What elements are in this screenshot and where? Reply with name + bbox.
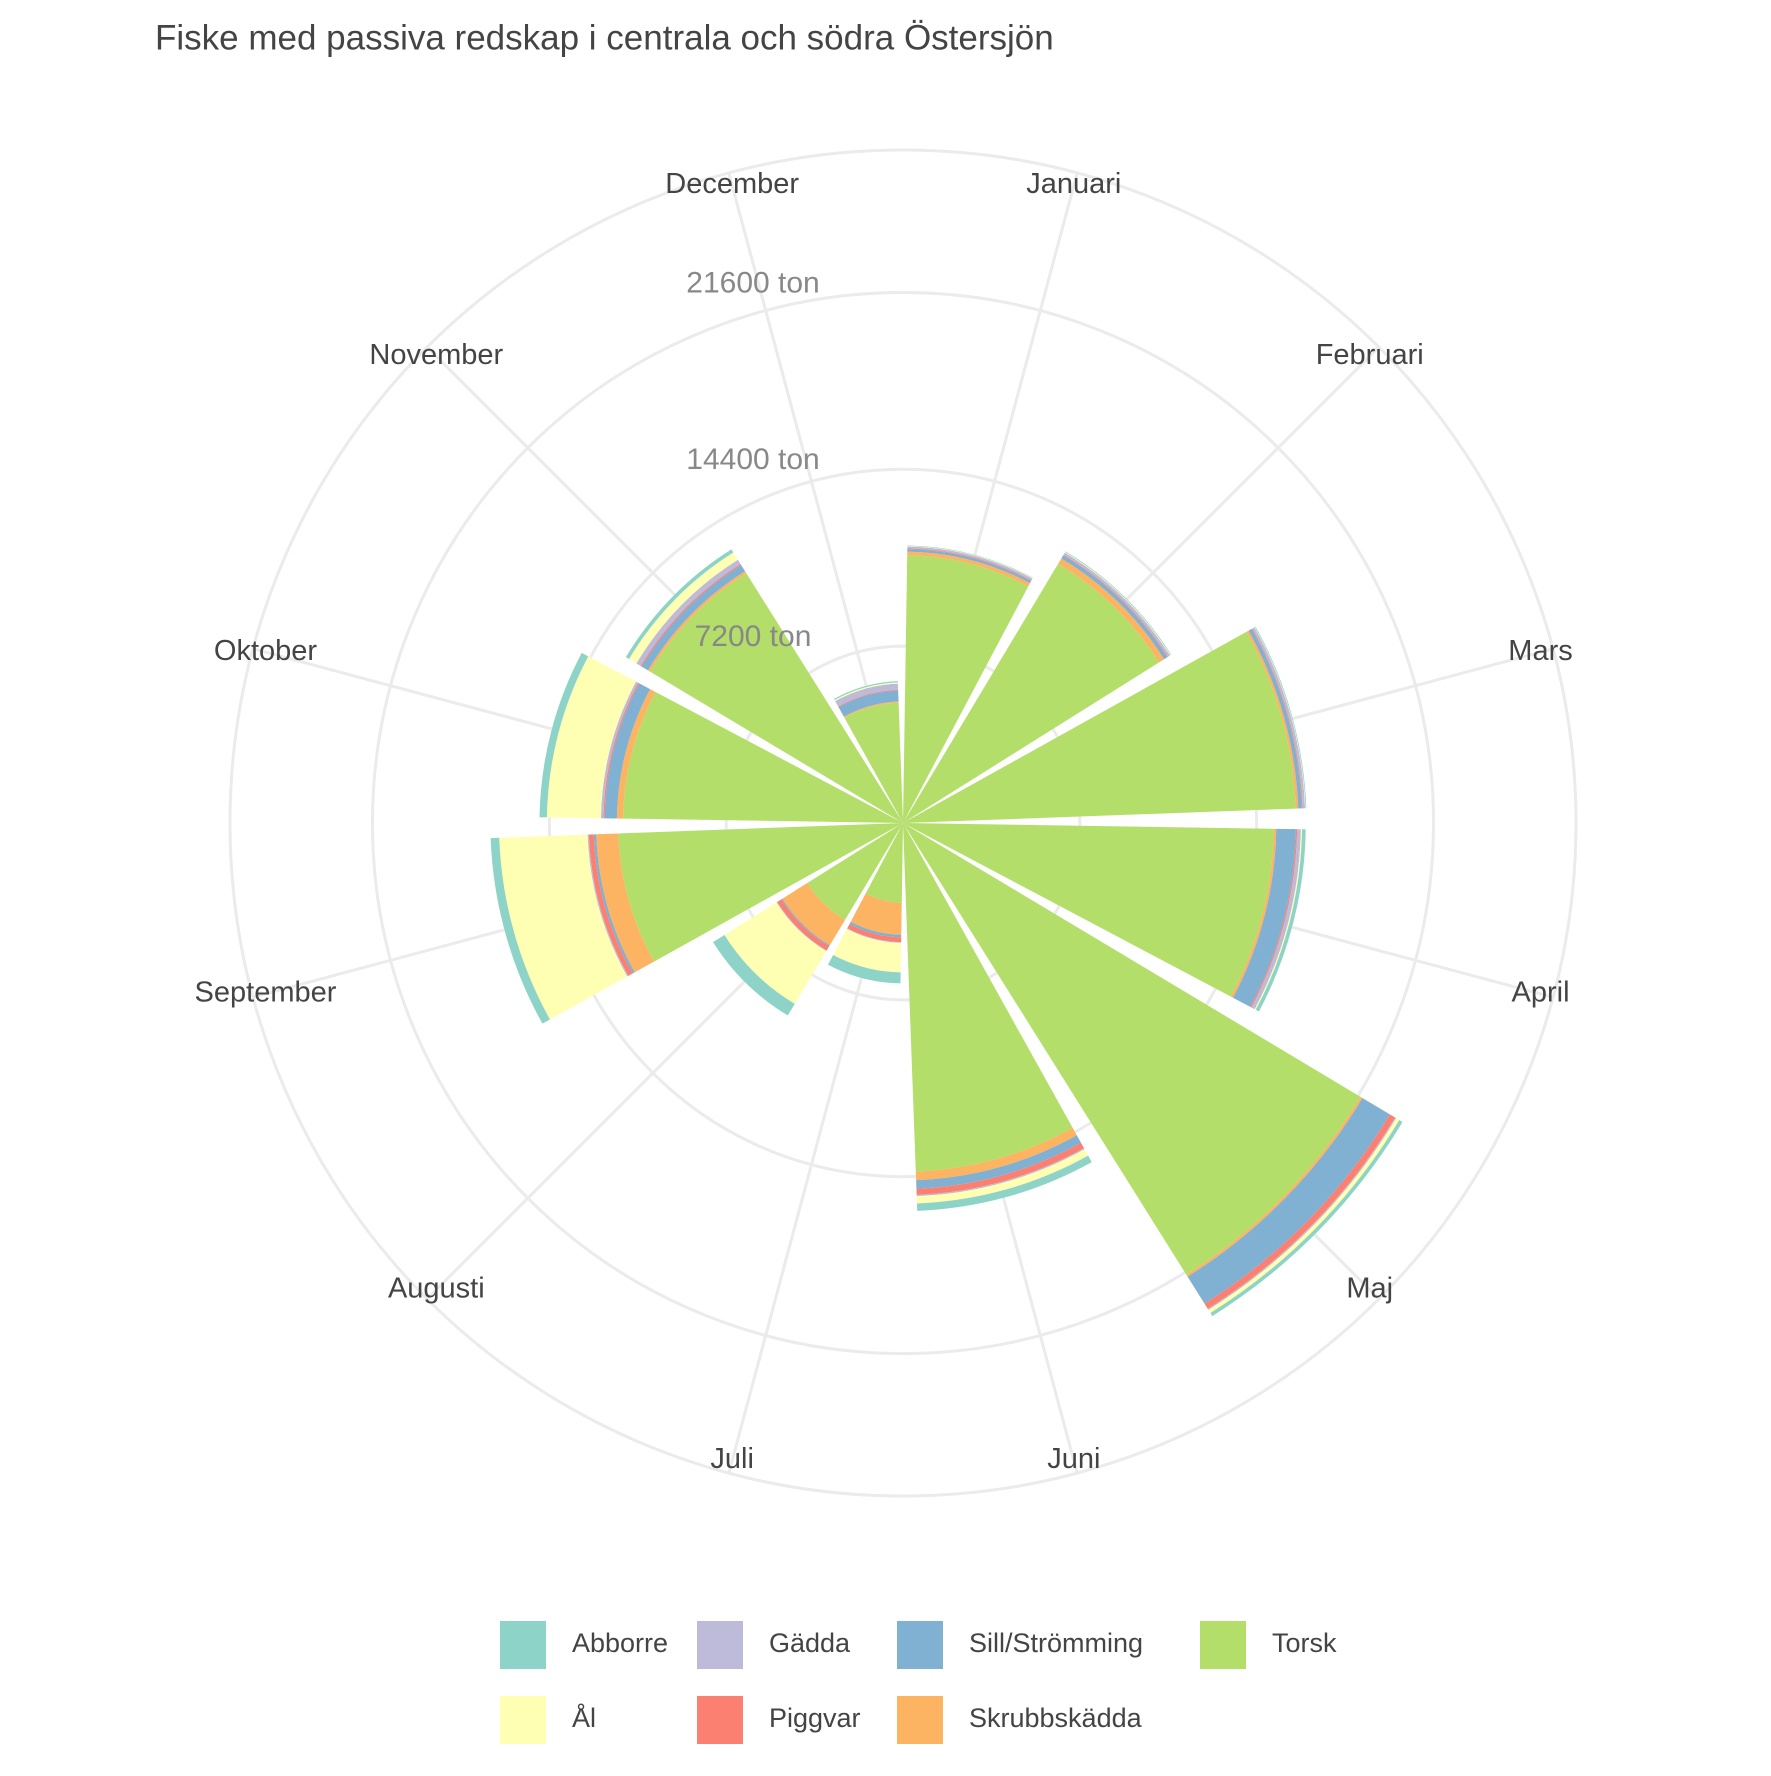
bar-segment (916, 1149, 1089, 1204)
legend-item: Torsk (1200, 1621, 1337, 1669)
bar-segment (916, 1135, 1081, 1189)
legend-item: Skrubbskädda (897, 1696, 1143, 1744)
legend-key (697, 1696, 743, 1744)
bar-segment (490, 837, 550, 1024)
bar-segment (838, 690, 899, 717)
legend-label: Torsk (1272, 1628, 1337, 1658)
legend-item: Piggvar (697, 1696, 861, 1744)
legend-key (897, 1621, 943, 1669)
bar-segment (713, 934, 795, 1016)
x-tick-label: Januari (1026, 168, 1121, 200)
labels: 7200 ton 14400 ton 21600 ton Januari Februar… (195, 168, 1573, 1475)
bar-segment (847, 923, 902, 943)
bar-segment (623, 691, 903, 823)
bar-segment (835, 683, 899, 707)
bar-segment (629, 552, 738, 664)
bar-segment (850, 893, 902, 935)
x-tick-label: Juni (1047, 1443, 1100, 1475)
bar-segment (903, 555, 1029, 823)
legend-label: Abborre (572, 1628, 668, 1658)
bar-segment (596, 833, 655, 973)
legend-key (897, 1696, 943, 1744)
bar-segment (903, 563, 1159, 823)
bar-segment (903, 823, 1274, 997)
bar-segment (916, 1155, 1092, 1211)
y-tick-label: 14400 ton (686, 443, 819, 476)
bar-segment (903, 631, 1296, 823)
bar-segment (844, 702, 903, 823)
x-tick-label: Maj (1346, 1272, 1393, 1304)
bar-segment (915, 1127, 1077, 1181)
x-tick-label: September (195, 976, 337, 1008)
bar-segment (777, 899, 830, 951)
legend-key (1200, 1621, 1246, 1669)
bar-segment (916, 1142, 1084, 1195)
bar-segment (724, 902, 827, 1004)
bars (490, 545, 1403, 1317)
legend-item: Abborre (500, 1621, 668, 1669)
legend-item: Sill/Strömming (897, 1621, 1143, 1669)
bar-segment (907, 551, 1031, 587)
grid-ring (724, 644, 1082, 1002)
bar-segment (849, 921, 902, 938)
x-tick-label: Augusti (388, 1272, 485, 1304)
bar-segment (546, 656, 637, 819)
bar-segment (1187, 1097, 1390, 1304)
bar-segment (539, 652, 589, 818)
y-tick-label: 7200 ton (695, 620, 812, 653)
legend-key (500, 1696, 546, 1744)
x-tick-label: Februari (1316, 339, 1424, 371)
x-tick-label: April (1512, 976, 1570, 1008)
legend-key (697, 1621, 743, 1669)
x-tick-label: Oktober (214, 635, 317, 667)
x-tick-label: November (369, 339, 503, 371)
grid-ring (228, 148, 1578, 1498)
bar-segment (650, 573, 903, 823)
legend-label: Ål (572, 1702, 596, 1733)
bar-segment (616, 689, 656, 819)
y-tick-label: 21600 ton (686, 266, 819, 299)
bar-segment (903, 823, 1073, 1172)
legend-label: Gädda (769, 1628, 851, 1658)
bar-segment (1058, 558, 1165, 663)
legend-item: Ål (500, 1696, 596, 1744)
legend: Abborre Ål Gädda Piggvar Sill/Strömming Skrub… (500, 1621, 1337, 1744)
bar-segment (782, 883, 845, 946)
bar-segment (827, 954, 901, 984)
bar-segment (807, 823, 903, 920)
x-tick-label: December (665, 168, 799, 200)
grid-ring (547, 467, 1259, 1179)
grid-ring (370, 290, 1436, 1356)
legend-label: Skrubbskädda (969, 1703, 1143, 1733)
bar-segment (604, 683, 651, 819)
bar-segment (903, 823, 1361, 1275)
bar-segment (1232, 828, 1296, 1007)
x-tick-label: Juli (710, 1443, 754, 1475)
bar-segment (499, 834, 628, 1020)
bar-segment (865, 823, 903, 903)
bar-segment (588, 834, 633, 976)
legend-key (500, 1621, 546, 1669)
bar-segment (641, 564, 746, 671)
legend-label: Piggvar (769, 1703, 861, 1733)
bar-segment (618, 823, 903, 962)
x-tick-label: Mars (1508, 635, 1572, 667)
bar-segment (833, 928, 902, 973)
legend-item: Gädda (697, 1621, 851, 1669)
legend-label: Sill/Strömming (969, 1628, 1143, 1658)
chart-title: Fiske med passiva redskap i centrala och… (155, 18, 1054, 57)
bar-segment (636, 559, 741, 666)
